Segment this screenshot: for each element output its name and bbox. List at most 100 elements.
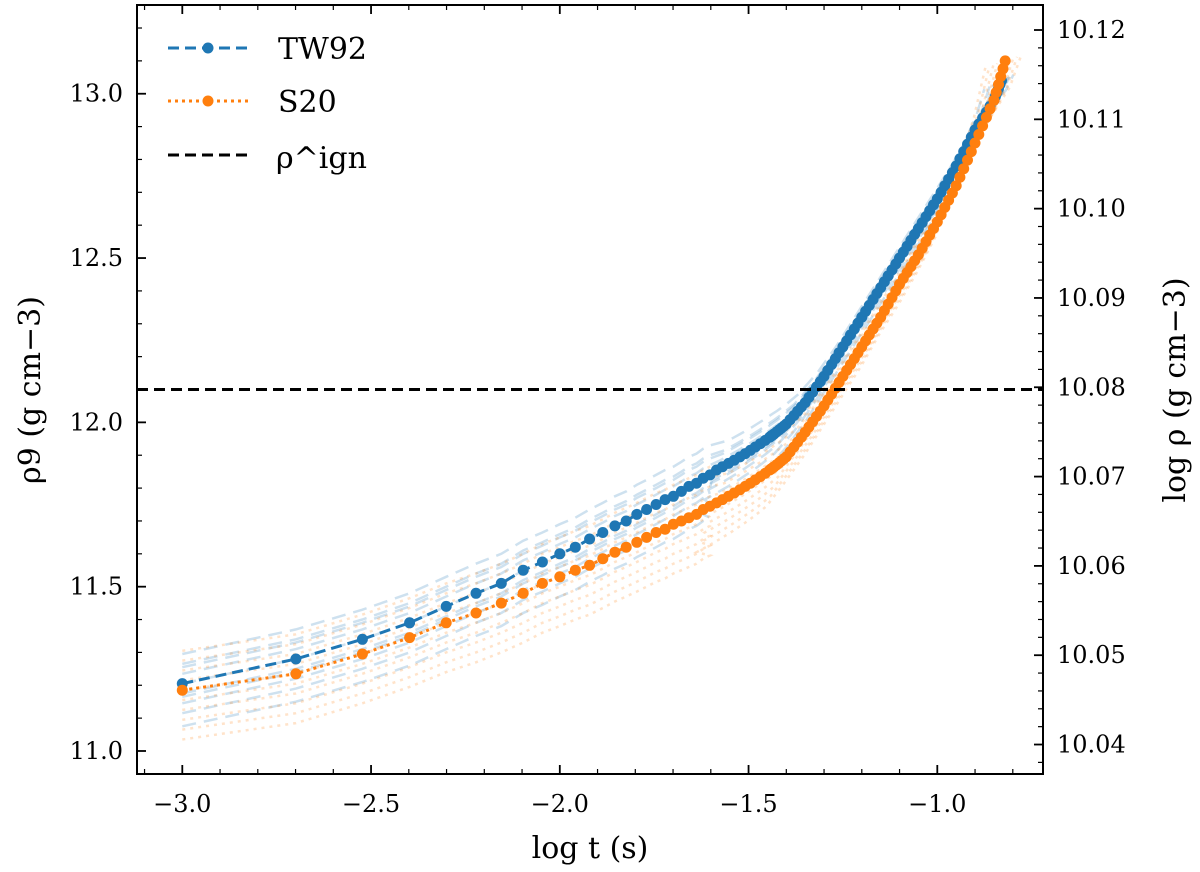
series-point-tw92-dense (852, 317, 864, 329)
series-point-s20-15 (631, 536, 643, 548)
series-point-tw92-dense (928, 199, 939, 211)
series-point-s20-dense (946, 187, 958, 199)
series-point-tw92-19 (667, 490, 679, 502)
series-point-s20-dense (997, 63, 1009, 75)
series-point-s20-dense (890, 285, 902, 297)
series-point-s20-4 (440, 617, 452, 629)
bundle-tw92-7 (182, 88, 986, 728)
y-tick-label-right: 10.12 (1057, 16, 1126, 44)
series-point-tw92-1 (290, 653, 302, 665)
y-tick-label-right: 10.07 (1057, 463, 1126, 491)
bundle-s20-7 (182, 65, 991, 731)
series-point-tw92-17 (650, 499, 662, 510)
bundle-s20-8 (182, 67, 987, 741)
y-axis-label-left: ρ9 (g cm−3) (13, 296, 48, 484)
legend-tw92-label: TW92 (278, 32, 367, 67)
series-point-tw92-dense (795, 401, 807, 413)
series-point-tw92-15 (631, 508, 643, 520)
x-tick-label: −2.0 (531, 790, 589, 818)
legend-s20-label: S20 (278, 85, 337, 120)
series-point-s20-dense (977, 120, 989, 132)
x-tick-label: −2.5 (342, 790, 400, 818)
main-series (176, 55, 1011, 696)
series-point-s20-7 (517, 587, 529, 599)
series-point-s20-13 (609, 546, 621, 558)
series-point-tw92-2 (356, 633, 368, 645)
series-point-tw92-7 (517, 564, 529, 576)
series-point-s20-dense (980, 111, 992, 123)
series-point-s20-dense (958, 163, 970, 175)
x-axis-label: log t (s) (532, 831, 649, 866)
bundle-tw92-6 (182, 74, 1015, 656)
bundle-tw92-3 (182, 82, 999, 695)
series-point-tw92-14 (620, 515, 632, 527)
series-point-s20-3 (404, 632, 416, 644)
y-tick-label-left: 11.0 (70, 737, 123, 765)
series-point-s20-dense (795, 431, 807, 443)
bundle-tw92-9 (182, 82, 998, 699)
y-tick-label-right: 10.05 (1057, 641, 1126, 669)
series-point-s20-1 (290, 668, 302, 680)
y-tick-label-right: 10.10 (1057, 195, 1126, 223)
bundle-tw92-4 (182, 84, 995, 705)
x-tick-label: −1.0 (908, 790, 966, 818)
y-tick-label-left: 11.5 (70, 573, 123, 601)
series-point-s20-dense (973, 129, 985, 140)
series-point-tw92-16 (641, 504, 653, 515)
legend-item-ignition: ρ^ign (168, 141, 367, 176)
legend: TW92 S20 ρ^ign (168, 32, 367, 176)
legend-tw92-marker (202, 42, 214, 54)
series-point-s20-2 (356, 648, 368, 660)
series-point-s20-dense (871, 317, 883, 329)
series-point-tw92-5 (470, 587, 482, 599)
series-point-tw92-dense (871, 288, 883, 299)
y-tick-label-left: 12.5 (70, 244, 123, 272)
series-point-tw92-4 (440, 600, 452, 612)
series-point-s20-dense (954, 171, 966, 183)
series-point-tw92-11 (584, 533, 596, 545)
legend-item-s20: S20 (168, 85, 337, 120)
y-tick-label-right: 10.04 (1057, 731, 1126, 759)
series-point-tw92-3 (404, 617, 416, 629)
series-point-tw92-dense (890, 258, 902, 270)
series-point-s20-dense (852, 347, 864, 359)
series-point-s20-10 (569, 564, 581, 576)
series-point-tw92-18 (659, 494, 671, 506)
series-point-s20-11 (584, 559, 596, 571)
bundle-s20-2 (182, 57, 1015, 672)
y-tick-label-left: 12.0 (70, 408, 123, 436)
series-point-tw92-6 (495, 577, 507, 589)
x-tick-label: −3.0 (153, 790, 211, 818)
series-point-s20-12 (597, 553, 609, 565)
series-point-s20-dense (984, 103, 996, 115)
series-point-s20-dense (962, 154, 973, 166)
y-tick-label-right: 10.09 (1057, 284, 1126, 312)
series-point-s20-dense (833, 376, 845, 388)
series-point-s20-6 (495, 597, 507, 609)
series-point-tw92-8 (536, 556, 548, 568)
series-point-s20-dense (928, 223, 939, 234)
series-point-tw92-9 (554, 548, 566, 560)
series-point-s20-17 (650, 527, 662, 538)
series-point-tw92-dense (909, 228, 921, 240)
series-point-tw92-13 (609, 520, 621, 532)
x-tick-label: −1.5 (719, 790, 777, 818)
series-point-s20-14 (620, 541, 632, 553)
series-point-s20-5 (470, 607, 482, 619)
series-point-s20-16 (641, 531, 653, 543)
series-point-s20-dense (965, 146, 977, 158)
y-tick-label-right: 10.08 (1057, 373, 1126, 401)
series-point-s20-47 (969, 137, 981, 149)
series-point-tw92-dense (833, 347, 845, 359)
series-point-tw92-10 (569, 541, 581, 553)
series-point-s20-0 (176, 684, 188, 696)
series-point-s20-8 (536, 577, 548, 589)
series-point-s20-18 (659, 523, 671, 535)
bundle-s20-9 (182, 56, 1019, 662)
y-tick-label-left: 13.0 (70, 80, 123, 108)
legend-item-tw92: TW92 (168, 32, 367, 67)
axis-ticks: −3.0 −2.5 −2.0 −1.5 −1.0 11.0 11.5 12.0 12.5 13.0… (70, 5, 1126, 818)
bundle-tw92-5 (182, 86, 991, 715)
series-point-s20-dense (814, 405, 826, 417)
